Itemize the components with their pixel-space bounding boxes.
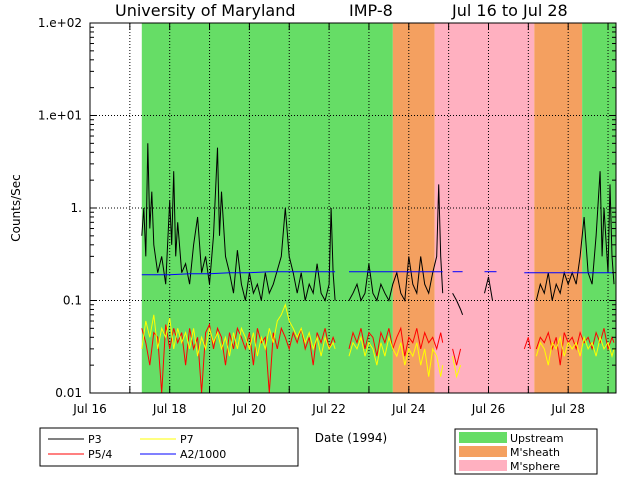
y-tick-label: 1. <box>71 201 82 215</box>
legend-label: P5/4 <box>88 448 112 461</box>
x-tick-label: Jul 26 <box>471 402 506 416</box>
series-lines <box>141 143 615 394</box>
series-p3 <box>535 171 615 301</box>
series-p7 <box>141 303 336 357</box>
series-legend: P3 P7 P5/4 A2/1000 <box>48 433 226 461</box>
series-p3 <box>484 276 493 301</box>
series-legend-box <box>39 427 299 467</box>
x-tick-label: Jul 24 <box>391 402 426 416</box>
y-tick-label: 1.e+01 <box>38 109 82 123</box>
series-p5-4 <box>535 328 615 366</box>
x-tick-label: Jul 22 <box>311 402 346 416</box>
chart-title-institution: University of Maryland <box>115 1 296 20</box>
series-p3 <box>141 143 336 302</box>
region-band <box>434 23 535 393</box>
series-p7 <box>452 356 462 379</box>
y-tick-label: 0.01 <box>55 386 82 400</box>
region-legend-label: Upstream <box>510 432 564 445</box>
region-legend-swatch <box>459 446 507 457</box>
series-p5-4 <box>141 322 336 394</box>
x-axis-label: Date (1994) <box>315 431 387 445</box>
y-axis-label: Counts/Sec <box>9 174 23 242</box>
y-axis-ticks: 1.e+02 1.e+01 1. 0.1 0.01 <box>38 16 616 400</box>
y-tick-label: 0.1 <box>63 294 82 308</box>
series-p5-4 <box>523 337 531 350</box>
region-legend-swatch <box>459 460 507 471</box>
series-p3 <box>452 292 464 315</box>
series-p3 <box>348 184 444 303</box>
legend-label: A2/1000 <box>180 448 226 461</box>
x-tick-label: Jul 16 <box>72 402 107 416</box>
chart-title-instrument: IMP-8 <box>349 1 393 20</box>
y-tick-label: 1.e+02 <box>38 16 82 30</box>
series-p5-4 <box>452 348 462 366</box>
chart-title-range: Jul 16 to Jul 28 <box>451 1 568 20</box>
region-legend-swatch <box>459 432 507 443</box>
series-p7 <box>348 335 444 377</box>
x-tick-label: Jul 20 <box>232 402 267 416</box>
x-tick-label: Jul 18 <box>152 402 187 416</box>
region-legend-label: M'sheath <box>510 446 560 459</box>
x-axis-ticks: Jul 16 Jul 18 Jul 20 Jul 22 Jul 24 Jul 26 Jul … <box>72 23 609 416</box>
series-p7 <box>535 335 615 366</box>
legend-label: P3 <box>88 433 102 446</box>
series-a2-1000 <box>141 271 336 276</box>
x-tick-label: Jul 28 <box>550 402 585 416</box>
legend-label: P7 <box>180 433 194 446</box>
region-legend-label: M'sphere <box>510 460 560 473</box>
series-p5-4 <box>348 326 444 357</box>
